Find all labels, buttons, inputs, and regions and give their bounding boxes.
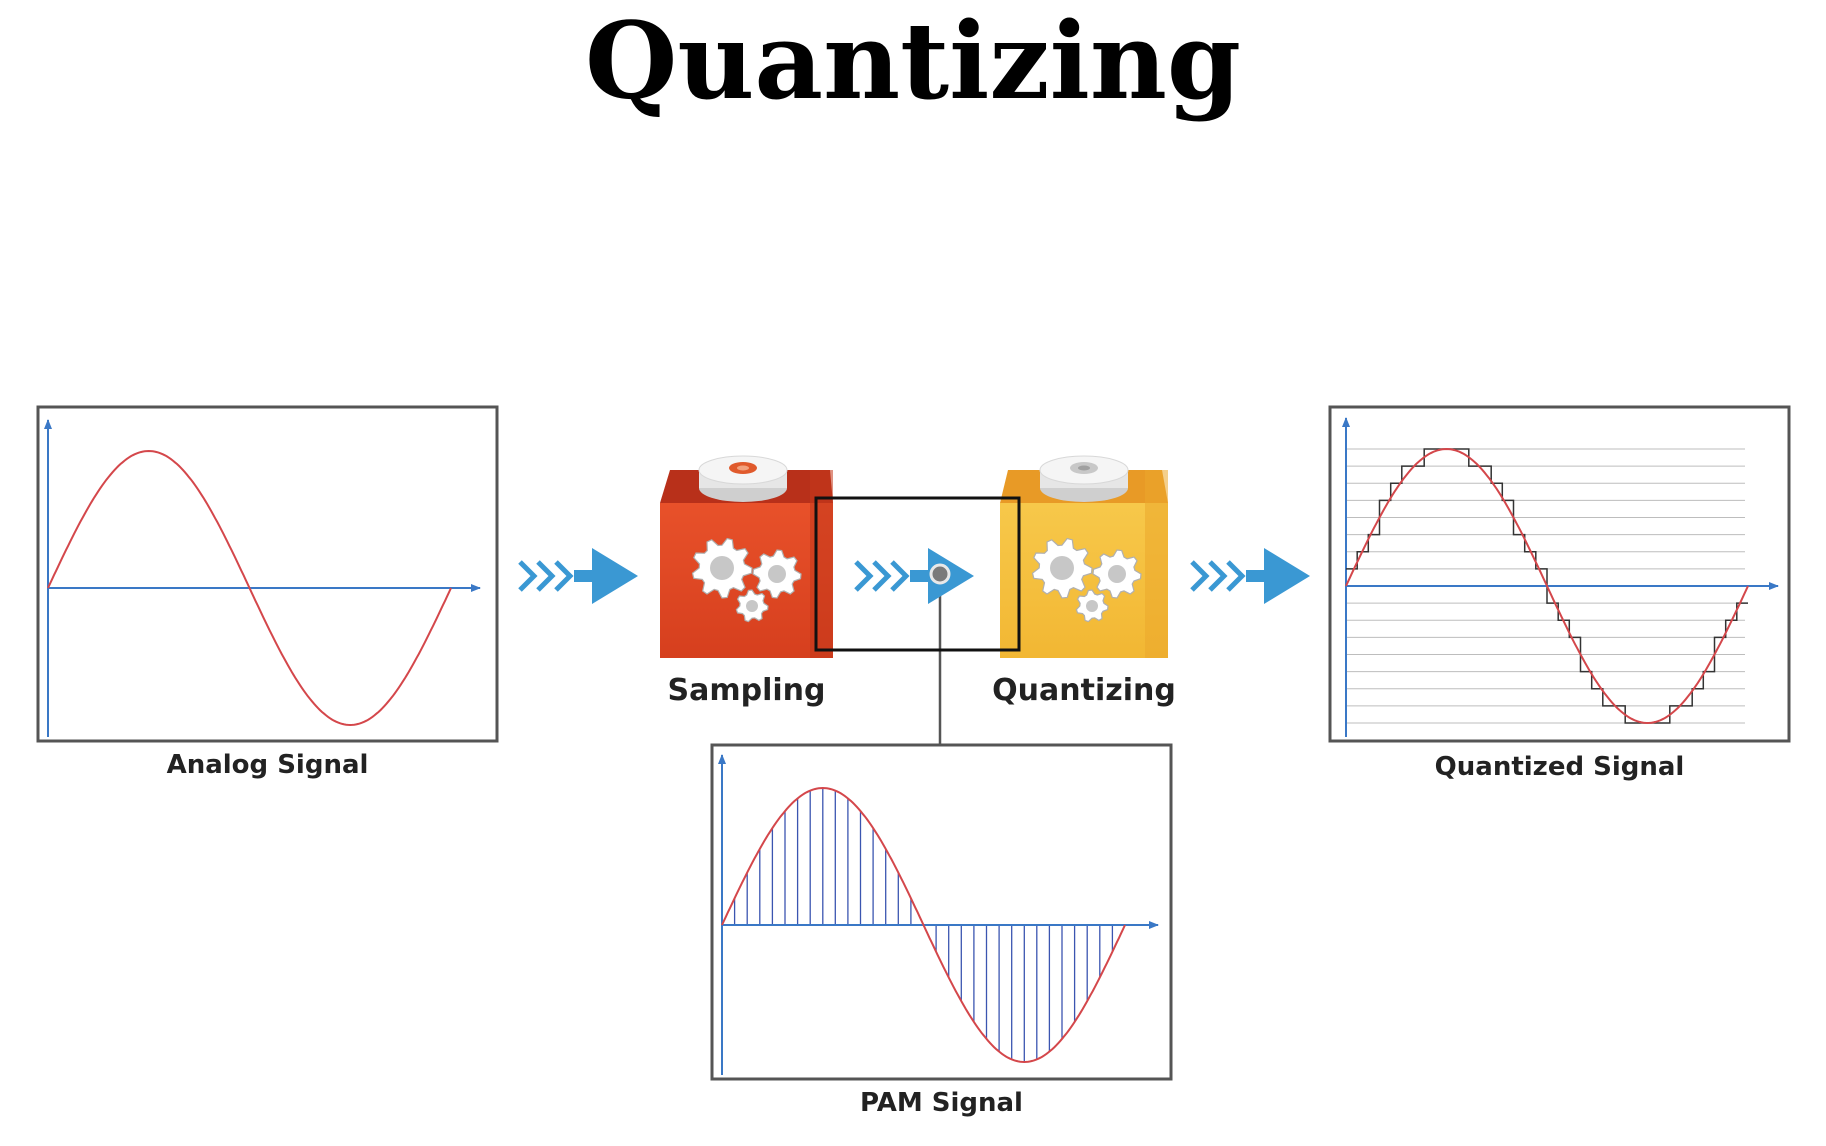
sampling-label: Sampling xyxy=(667,673,826,708)
arrow-quantizing-to-output xyxy=(1190,548,1310,604)
zoom-box xyxy=(814,496,1021,652)
quantizing-label: Quantizing xyxy=(992,673,1176,708)
arrow-sampling-to-quantizing xyxy=(854,548,974,604)
analog-signal-panel xyxy=(36,405,499,743)
pam-signal-label: PAM Signal xyxy=(860,1088,1023,1118)
sampling-dial xyxy=(698,455,788,502)
sampling-block xyxy=(660,455,833,658)
quantizing-dial xyxy=(1039,455,1129,502)
quantized-reference-wave xyxy=(1345,447,1749,725)
pam-panel-frame xyxy=(710,743,1173,1081)
page-title: Quantizing xyxy=(584,0,1242,123)
pam-signal-panel xyxy=(710,743,1173,1081)
quantized-signal-panel xyxy=(1328,405,1791,743)
sampling-block-body xyxy=(660,503,833,658)
connector-dot xyxy=(929,563,951,585)
quantizing-block-body xyxy=(1000,503,1168,658)
quantized-panel-frame xyxy=(1328,405,1791,743)
quantized-signal-label: Quantized Signal xyxy=(1434,752,1685,782)
pam-envelope-wave xyxy=(721,786,1126,1064)
arrow-analog-to-sampling xyxy=(518,548,638,604)
analog-panel-frame xyxy=(36,405,499,743)
sampling-gears-icon xyxy=(691,537,802,623)
analog-signal-label: Analog Signal xyxy=(166,750,369,780)
pam-samples xyxy=(733,788,1114,1062)
quantizing-block xyxy=(1000,455,1168,658)
quantization-levels xyxy=(1346,448,1745,724)
analog-sine-wave xyxy=(47,449,452,727)
quantizing-gears-icon xyxy=(1031,537,1142,623)
